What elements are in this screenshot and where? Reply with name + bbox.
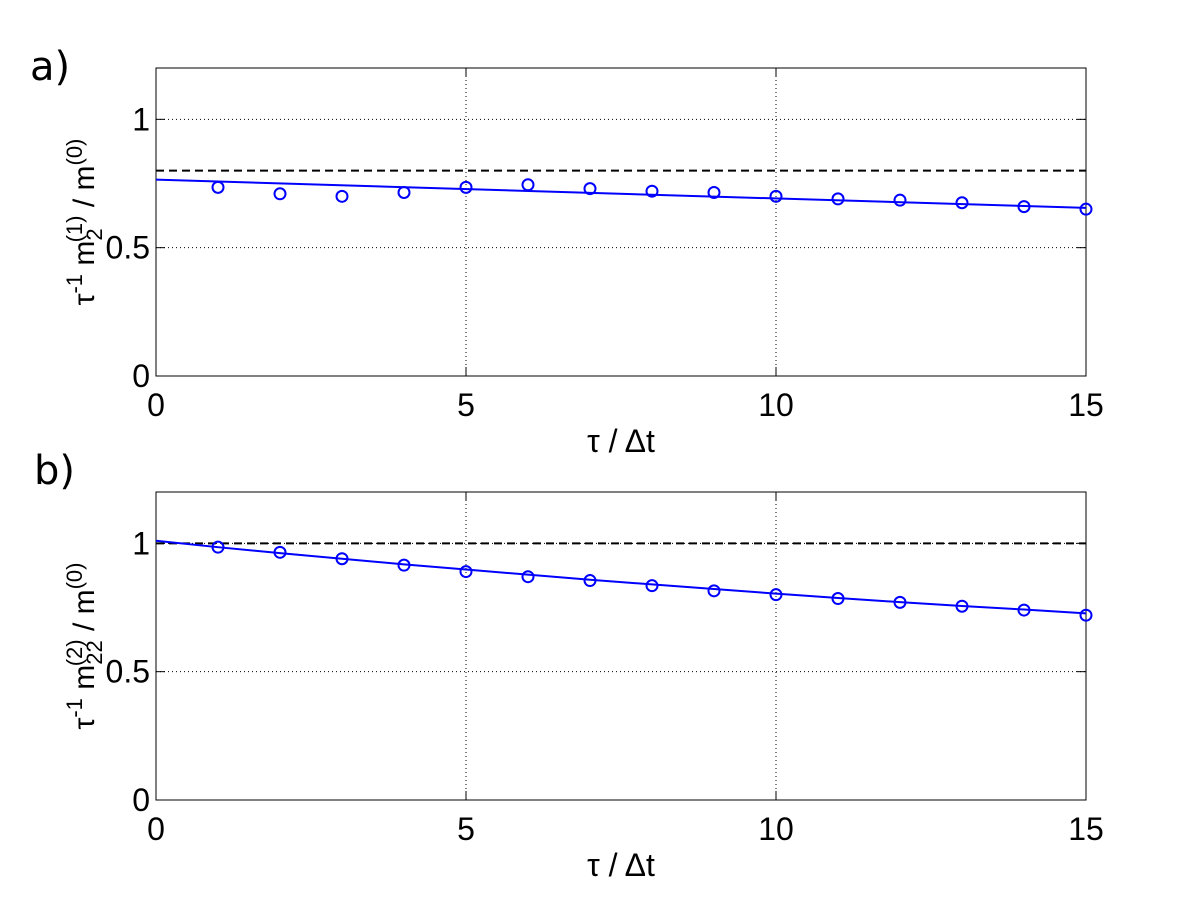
data-point bbox=[1079, 202, 1093, 216]
x-tick-label: 5 bbox=[457, 811, 475, 847]
data-point bbox=[273, 545, 287, 559]
data-point bbox=[769, 189, 783, 203]
y-tick-label: 0.5 bbox=[106, 654, 150, 690]
axes-frame bbox=[155, 67, 1087, 377]
x-tick-label: 0 bbox=[147, 387, 165, 423]
data-point bbox=[583, 574, 597, 588]
y-label-sup2: (0) bbox=[62, 562, 87, 589]
data-point bbox=[335, 552, 349, 566]
data-point bbox=[273, 187, 287, 201]
data-point bbox=[707, 185, 721, 199]
x-axis-label: τ / Δt bbox=[587, 423, 655, 459]
panel-b: 0 5 10 15 0 0.5 1 b) τ / Δt τ-1 m22(2) / m(0) bbox=[34, 448, 1104, 883]
data-point bbox=[521, 570, 535, 584]
data-point bbox=[521, 178, 535, 192]
grid bbox=[156, 492, 1086, 800]
tick-labels: 0 5 10 15 0 0.5 1 bbox=[106, 101, 1104, 423]
y-label-exp: -1 bbox=[62, 698, 87, 718]
y-axis-label: τ-1 m22(2) / m(0) bbox=[62, 562, 107, 729]
x-axis-label: τ / Δt bbox=[587, 847, 655, 883]
panel-a: 0 5 10 15 0 0.5 1 a) τ / Δt τ-1 m2(1) / m(0) bbox=[30, 44, 1104, 459]
data-point bbox=[955, 196, 969, 210]
data-point bbox=[893, 193, 907, 207]
y-label-base: τ bbox=[68, 718, 101, 730]
data-point bbox=[1017, 200, 1031, 214]
data-point bbox=[1079, 608, 1093, 622]
y-label-sub: 2 bbox=[82, 228, 107, 240]
tick-labels: 0 5 10 15 0 0.5 1 bbox=[106, 525, 1104, 847]
y-tick-label: 0.5 bbox=[106, 230, 150, 266]
y-label-base: τ bbox=[68, 293, 101, 305]
y-label-sup: (2) bbox=[62, 639, 87, 666]
data-point bbox=[397, 185, 411, 199]
panel-label: a) bbox=[30, 44, 70, 90]
y-tick-label: 1 bbox=[132, 525, 150, 561]
y-label-mid: m bbox=[68, 241, 101, 274]
y-label-sup: (1) bbox=[62, 216, 87, 243]
data-point bbox=[335, 189, 349, 203]
ticks bbox=[155, 68, 1087, 377]
x-tick-label: 10 bbox=[758, 811, 794, 847]
x-tick-label: 0 bbox=[147, 811, 165, 847]
y-label-rest: / m bbox=[68, 589, 101, 639]
data-points bbox=[211, 178, 1093, 216]
data-point bbox=[1017, 603, 1031, 617]
y-label-sup2: (0) bbox=[62, 139, 87, 166]
data-point bbox=[583, 182, 597, 196]
data-point bbox=[645, 184, 659, 198]
data-point bbox=[211, 540, 225, 554]
y-axis-label: τ-1 m2(1) / m(0) bbox=[62, 139, 107, 306]
y-label-rest: / m bbox=[68, 166, 101, 216]
y-tick-label: 0 bbox=[132, 358, 150, 394]
data-point bbox=[645, 579, 659, 593]
data-point bbox=[707, 584, 721, 598]
data-point bbox=[769, 588, 783, 602]
x-tick-label: 15 bbox=[1068, 811, 1104, 847]
axes-frame bbox=[155, 491, 1087, 801]
data-point bbox=[831, 592, 845, 606]
data-point bbox=[893, 595, 907, 609]
y-label-mid: m bbox=[68, 665, 101, 698]
data-point bbox=[397, 558, 411, 572]
y-tick-label: 1 bbox=[132, 101, 150, 137]
data-point bbox=[831, 192, 845, 206]
x-tick-label: 5 bbox=[457, 387, 475, 423]
data-point bbox=[459, 565, 473, 579]
data-point bbox=[459, 180, 473, 194]
x-tick-label: 15 bbox=[1068, 387, 1104, 423]
fit-line bbox=[155, 539, 1087, 615]
fit-line bbox=[155, 178, 1087, 209]
panel-label: b) bbox=[34, 448, 75, 494]
x-tick-label: 10 bbox=[758, 387, 794, 423]
data-point bbox=[955, 599, 969, 613]
y-label-exp: -1 bbox=[62, 274, 87, 294]
grid bbox=[156, 68, 1086, 376]
data-point bbox=[211, 180, 225, 194]
data-points bbox=[211, 540, 1093, 622]
y-tick-label: 0 bbox=[132, 782, 150, 818]
y-label-sub: 22 bbox=[82, 640, 107, 664]
